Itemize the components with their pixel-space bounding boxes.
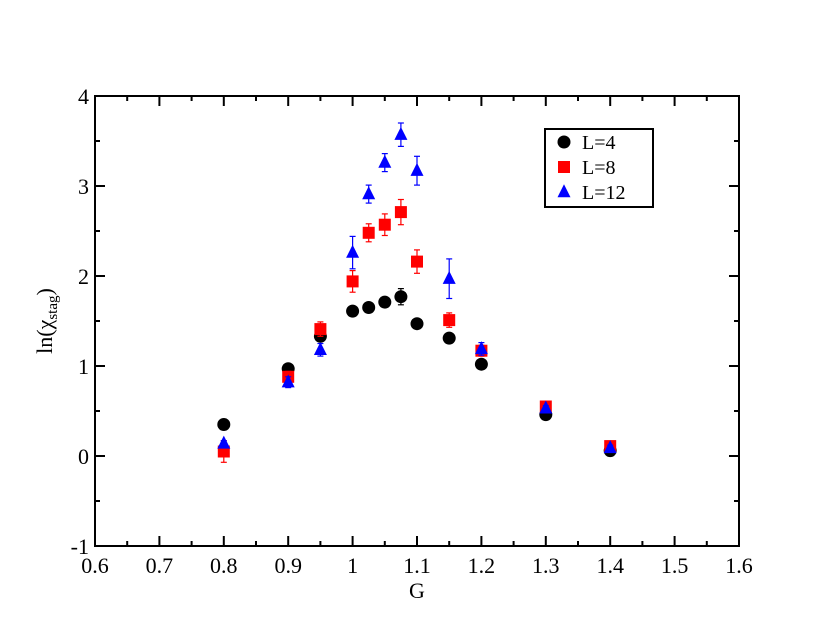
data-point [362,186,376,200]
x-axis-label: G [409,578,425,603]
data-point [411,255,423,268]
legend-label-L=4: L=4 [582,132,616,154]
y-tick-label: 4 [78,84,89,109]
data-point [443,314,456,327]
x-tick-label: 1.1 [403,553,431,578]
data-point [474,357,488,371]
legend-label-L=12: L=12 [582,182,626,204]
data-point [539,400,553,414]
legend-label-L=8: L=8 [582,157,616,179]
y-axis-label-main: ln(χ [32,319,57,353]
data-point [410,162,424,176]
legend: L=4 L=8 L=12 [544,128,654,208]
series-L=8 [217,198,617,463]
data-point [394,126,408,140]
y-axis-label-sub: stag [45,295,61,320]
y-tick-label: 2 [78,264,89,289]
y-tick-label: -1 [71,534,89,559]
series-L=12 [217,122,617,454]
legend-marker-L=8 [558,161,570,173]
data-point [378,295,392,309]
data-point [394,206,407,219]
x-tick-label: 1.6 [725,553,753,578]
x-tick-label: 1.4 [596,553,624,578]
data-point [217,418,231,431]
x-tick-label: 1.3 [532,553,560,578]
x-tick-label: 1 [347,553,358,578]
data-point [442,270,456,284]
data-point [346,304,360,318]
data-point [281,374,295,388]
x-tick-label: 0.7 [146,553,174,578]
y-tick-label: 1 [78,354,89,379]
y-tick-labels: -1 0 1 2 3 4 [71,84,89,559]
data-point [378,154,392,168]
data-point [378,218,391,231]
y-axis-label-close: ) [32,288,57,295]
x-tick-label: 1.2 [468,553,496,578]
data-point [217,435,231,449]
y-tick-label: 3 [78,174,89,199]
data-point [474,341,488,355]
data-point [314,323,327,336]
series-L=4 [217,288,617,458]
legend-marker-L=12 [557,184,571,198]
data-point [346,275,359,288]
axis-ticks [94,95,740,547]
data-point [394,290,408,304]
x-tick-labels: 0.6 0.7 0.8 0.9 1 1.1 1.2 1.3 1.4 1.5 1.6 [81,553,753,578]
x-tick-label: 1.5 [661,553,689,578]
data-point [346,244,360,258]
data-point [362,301,376,314]
data-point [603,440,617,454]
data-point [362,226,375,239]
data-point [442,331,456,345]
x-tick-label: 0.8 [210,553,238,578]
data-point [313,342,327,355]
legend-marker-L=4 [557,135,571,149]
x-tick-label: 0.6 [81,553,109,578]
y-axis-label: ln(χstag) [32,288,61,354]
x-tick-label: 0.9 [274,553,302,578]
data-point [410,317,424,331]
y-tick-label: 0 [78,444,89,469]
series-layer [217,122,617,463]
